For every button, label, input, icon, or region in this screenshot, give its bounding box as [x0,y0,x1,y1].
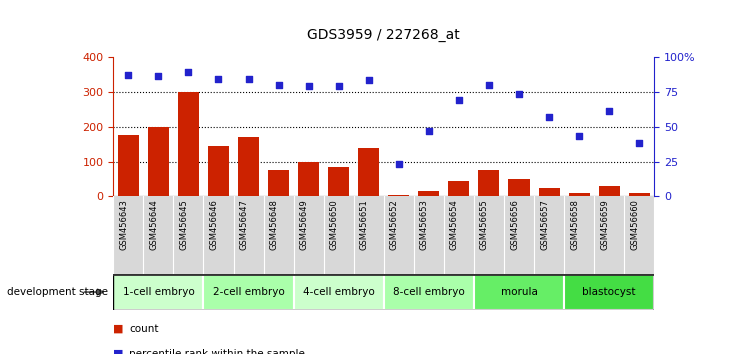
Text: GSM456646: GSM456646 [210,199,219,250]
Point [453,97,465,103]
Point [633,141,645,146]
Text: GSM456655: GSM456655 [480,199,489,250]
Text: GSM456654: GSM456654 [450,199,459,250]
Bar [294,274,384,310]
Text: count: count [129,324,159,334]
Bar [358,148,379,196]
Text: GSM456657: GSM456657 [540,199,549,250]
Text: GSM456653: GSM456653 [420,199,429,250]
Bar [148,127,169,196]
Point [243,76,254,82]
Text: GSM456656: GSM456656 [510,199,519,250]
Text: GSM456645: GSM456645 [179,199,189,250]
Bar [118,135,139,196]
Text: percentile rank within the sample: percentile rank within the sample [129,349,306,354]
Bar [268,170,289,196]
Text: 2-cell embryo: 2-cell embryo [213,287,284,297]
Point [303,83,314,89]
Text: development stage: development stage [7,287,108,297]
Point [363,78,374,83]
Text: GSM456647: GSM456647 [240,199,249,250]
Point [483,82,495,87]
Point [153,73,164,79]
Text: 1-cell embryo: 1-cell embryo [123,287,194,297]
Bar [388,195,409,196]
Text: GSM456648: GSM456648 [270,199,279,250]
Text: GSM456660: GSM456660 [630,199,639,250]
Point [393,161,405,167]
Bar [113,274,203,310]
Bar [448,181,469,196]
Text: ■: ■ [113,349,124,354]
Bar [539,188,560,196]
Point [603,108,615,114]
Text: GSM456652: GSM456652 [390,199,399,250]
Point [573,133,585,139]
Bar [564,274,654,310]
Text: 8-cell embryo: 8-cell embryo [393,287,465,297]
Text: GSM456643: GSM456643 [119,199,129,250]
Text: GDS3959 / 227268_at: GDS3959 / 227268_at [308,28,460,42]
Bar [509,179,529,196]
Point [273,82,284,87]
Point [513,92,525,97]
Text: morula: morula [501,287,537,297]
Point [543,114,555,120]
Bar [238,137,259,196]
Bar [384,274,474,310]
Text: GSM456650: GSM456650 [330,199,338,250]
Point [123,72,135,78]
Bar [629,193,650,196]
Bar [208,146,229,196]
Bar [599,186,620,196]
Point [333,83,344,89]
Text: blastocyst: blastocyst [583,287,636,297]
Point [423,128,435,133]
Text: GSM456644: GSM456644 [149,199,159,250]
Bar [178,92,199,196]
Point [183,69,194,75]
Text: GSM456658: GSM456658 [570,199,579,250]
Point [213,76,224,82]
Text: GSM456651: GSM456651 [360,199,368,250]
Bar [203,274,294,310]
Bar [569,193,590,196]
Text: 4-cell embryo: 4-cell embryo [303,287,374,297]
Bar [298,161,319,196]
Text: GSM456649: GSM456649 [300,199,308,250]
Bar [418,191,439,196]
Bar [328,167,349,196]
Text: GSM456659: GSM456659 [600,199,609,250]
Text: ■: ■ [113,324,124,334]
Bar [479,170,499,196]
Bar [474,274,564,310]
